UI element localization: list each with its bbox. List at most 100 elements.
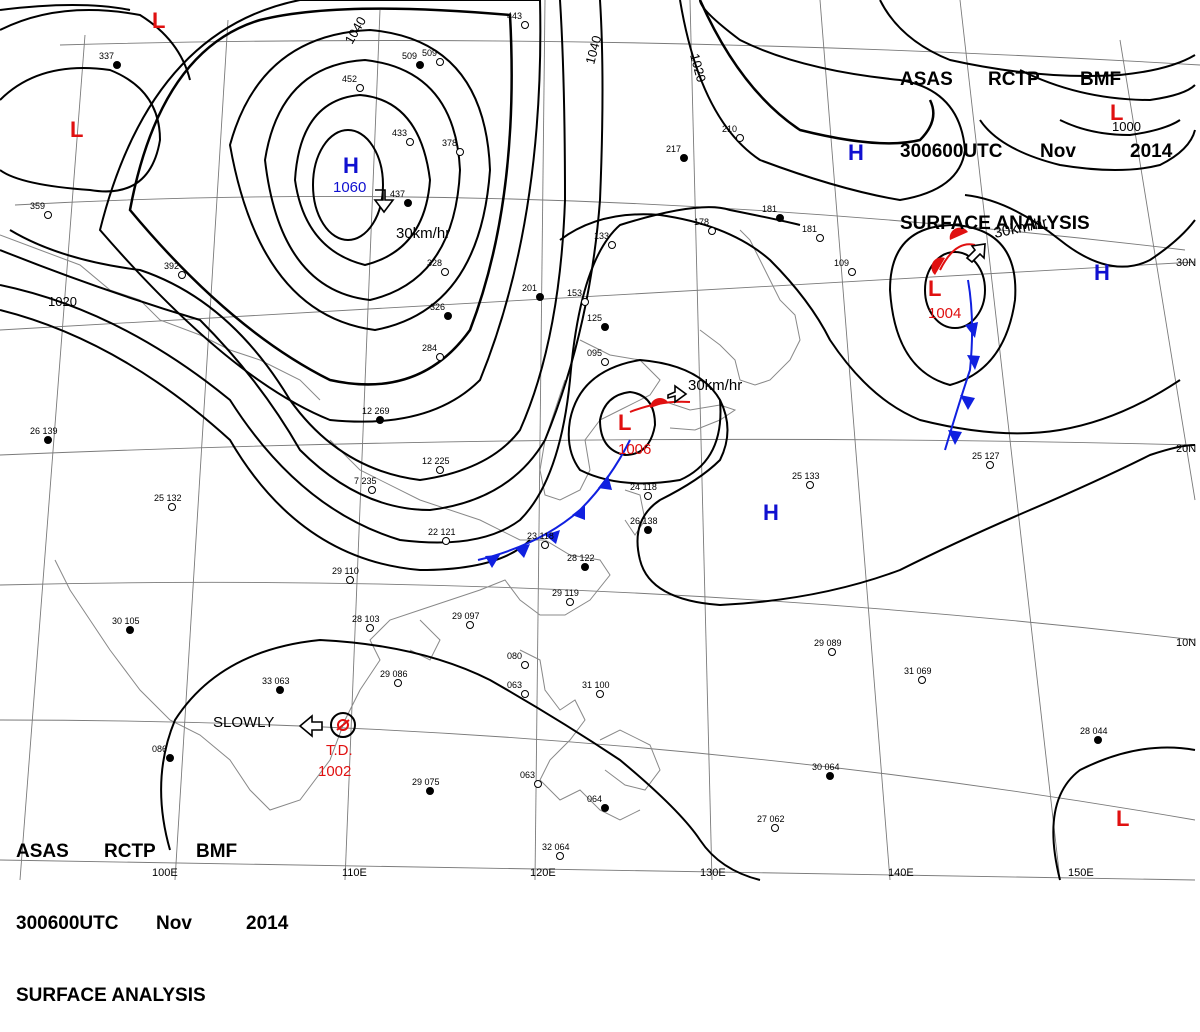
station-circle [178,271,186,279]
station-circle [436,466,444,474]
station-label: 153 [567,288,582,298]
station-label: 217 [666,144,681,154]
station-circle [394,679,402,687]
station-label: 12 225 [422,456,450,466]
station-label: 181 [802,224,817,234]
station-circle [848,268,856,276]
station-label: 12 269 [362,406,390,416]
low-symbol: L [70,117,83,142]
station-label: 25 127 [972,451,1000,461]
motion-arrow-low-east [965,243,986,264]
motion-arrow-high [373,189,395,214]
header-station: RCTP [104,841,156,862]
station-circle [442,537,450,545]
tropical-depression: T.D. 1002 SLOWLY [213,712,356,780]
station-circle [441,268,449,276]
station-circle [644,526,652,534]
lat-label: 20N [1176,443,1196,455]
station-circle [596,690,604,698]
station-label: 509 [402,51,417,61]
station-circle [608,241,616,249]
header-time: 300600UTC [900,141,1003,162]
station-circle [736,134,744,142]
station-label: 337 [99,51,114,61]
station-label: 359 [30,201,45,211]
lon-label: 100E [152,867,178,879]
motion-arrow-low-south [667,384,688,404]
high-symbol: H [343,153,359,178]
header-month: Nov [156,913,192,934]
station-circle [376,416,384,424]
station-label: 509 [422,48,437,58]
station-circle [166,754,174,762]
high-value: 1060 [333,179,366,196]
header-time: 300600UTC [16,913,119,934]
station-circle [1094,736,1102,744]
station-label: 063 [520,770,535,780]
station-circle [601,804,609,812]
station-circle [416,61,424,69]
station-label: 181 [762,204,777,214]
station-label: 178 [694,217,709,227]
station-circle [826,772,834,780]
station-label: 452 [342,74,357,84]
station-circle [44,211,52,219]
station-circle [828,648,836,656]
header-station: RCTP [988,69,1040,90]
lon-label: 150E [1068,867,1094,879]
low-symbol: L [618,410,631,435]
station-label: 064 [587,794,602,804]
station-label: 29 075 [412,777,440,787]
station-label: 33 063 [262,676,290,686]
station-circle [404,199,412,207]
lon-label: 140E [888,867,914,879]
station-circle [644,492,652,500]
station-label: 29 089 [814,638,842,648]
lon-label: 120E [530,867,556,879]
station-label: 133 [594,231,609,241]
chart-header-bottom-left: ASAS RCTP BMF 300600UTC Nov 2014 SURFACE… [16,792,288,1032]
station-label: 25 133 [792,471,820,481]
cold-front-south [477,439,631,568]
high-symbol: H [763,500,779,525]
station-label: 392 [164,261,179,271]
station-circle [566,598,574,606]
station-label: 29 119 [552,588,579,598]
station-label: 080 [507,651,522,661]
station-label: 378 [442,138,457,148]
low-value: 1004 [928,305,961,322]
cold-front-east [944,279,980,451]
isobar-label: 1000 [1112,119,1141,134]
station-circle [918,676,926,684]
station-label: 433 [392,128,407,138]
lat-label: 10N [1176,637,1196,649]
station-label: 7 235 [354,476,377,486]
low-value: 1006 [618,441,651,458]
station-circle [581,298,589,306]
station-circle [426,787,434,795]
td-label: T.D. [326,742,353,759]
station-circle [444,312,452,320]
station-circle [44,436,52,444]
station-label: 27 062 [757,814,785,824]
header-product: BMF [196,841,238,862]
station-circle [521,690,529,698]
station-label: 32 064 [542,842,570,852]
station-label: 31 069 [904,666,932,676]
station-circle [541,541,549,549]
station-label: 328 [427,258,442,268]
motion-arrow-td [298,714,323,738]
station-label: 109 [834,258,849,268]
station-label: 26 139 [30,426,58,436]
high-symbol: H [1094,260,1110,285]
station-label: 29 086 [380,669,408,679]
header-agency: ASAS [900,69,953,90]
header-product: BMF [1080,69,1122,90]
td-motion: SLOWLY [213,714,274,731]
station-circle [601,323,609,331]
station-circle [708,227,716,235]
station-label: 26 138 [630,516,658,526]
header-year: 2014 [246,913,289,934]
station-label: 28 122 [567,553,595,563]
station-circle [521,21,529,29]
